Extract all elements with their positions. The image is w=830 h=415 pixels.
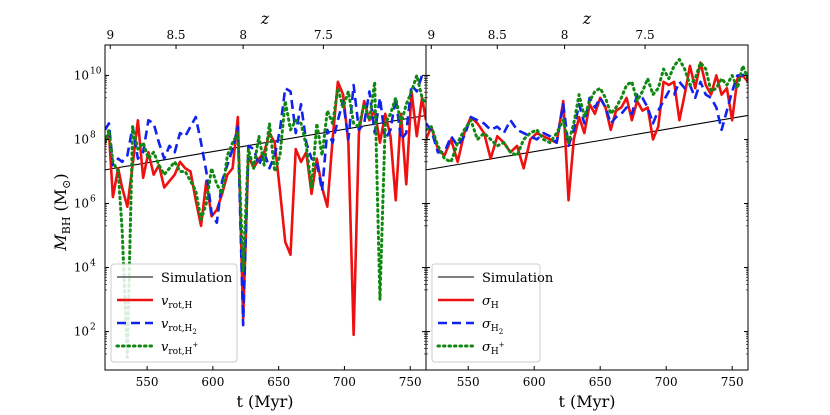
panel-left-legend: Simulation vrot,H vrot,H2 vrot,H+: [110, 263, 238, 363]
panel-right-axes: 550 600 650 700 750 9 8.5 8 7.5: [426, 28, 748, 389]
x-tick-label: 550: [457, 375, 480, 389]
x-tick-label: 700: [333, 375, 356, 389]
legend-label: σH2: [482, 317, 503, 336]
y-axis-label-main: M: [51, 234, 70, 252]
y-tick-label-exponent: 10: [90, 66, 102, 76]
legend-box: [431, 263, 541, 363]
legend-label: vrot,H+: [161, 340, 198, 357]
panel-right-legend: Simulation σH σH2 σH+: [431, 263, 554, 363]
y-tick-label-exponent: 6: [90, 194, 96, 204]
top-tick-label: 8.5: [488, 28, 507, 42]
top-tick-label: 9: [427, 28, 435, 42]
series-line-simulation: [426, 114, 748, 171]
x-tick-label: 600: [523, 375, 546, 389]
legend-label: vrot,H: [161, 294, 193, 311]
y-tick-label: 10: [74, 325, 89, 339]
y-axis-label: MBH (M⊙): [51, 173, 73, 251]
series-line-v-rot-h-: [105, 73, 426, 359]
y-tick-label-exponent: 4: [90, 259, 96, 269]
top-tick-label: 7.5: [636, 28, 655, 42]
panel-right-series-group: [426, 57, 748, 202]
panel-left-top-axis-label: z: [260, 9, 270, 28]
top-tick-label: 9: [106, 28, 114, 42]
legend-label: σH+: [482, 340, 505, 357]
panel-right-x-axis-label: t (Myr): [558, 392, 615, 411]
y-tick-label: 10: [74, 196, 89, 210]
y-axis-label-unit-close: ): [51, 173, 70, 179]
panel-left-series-group: [105, 73, 426, 359]
series-line-v-rot-h: [105, 80, 426, 337]
svg-text:MBH(M⊙): MBH (M⊙): [51, 173, 73, 251]
y-axis-label-sub: BH: [60, 217, 73, 235]
legend-label: Simulation: [482, 271, 554, 286]
x-tick-label: 650: [589, 375, 612, 389]
top-tick-label: 7.5: [314, 28, 333, 42]
top-tick-label: 8.5: [166, 28, 185, 42]
y-tick-label-exponent: 8: [90, 130, 96, 140]
y-axis-label-unit: (M: [51, 189, 70, 212]
y-tick-label: 10: [74, 132, 89, 146]
y-tick-label: 10: [74, 68, 89, 82]
panel-right-frame: [425, 44, 749, 371]
x-tick-label: 550: [136, 375, 159, 389]
y-axis-label-unit-sub: ⊙: [60, 180, 73, 189]
legend-label: Simulation: [161, 271, 233, 286]
x-tick-label: 650: [267, 375, 290, 389]
legend-box: [110, 263, 238, 363]
panel-right-top-axis-label: z: [582, 9, 592, 28]
legend-label: σH: [482, 294, 499, 311]
legend-label: vrot,H2: [161, 317, 197, 336]
series-line-sigma-h-: [426, 57, 748, 164]
y-tick-label-exponent: 2: [90, 323, 96, 333]
x-tick-label: 600: [201, 375, 224, 389]
top-tick-label: 8: [561, 28, 569, 42]
x-tick-label: 700: [655, 375, 678, 389]
x-tick-label: 750: [721, 375, 744, 389]
y-tick-label: 10: [74, 261, 89, 275]
top-tick-label: 8: [239, 28, 247, 42]
series-line-v-rot-h2: [105, 74, 426, 327]
x-tick-label: 750: [399, 375, 422, 389]
panel-right: 550 600 650 700 750 9 8.5 8 7.5 z t (Myr) Simula…: [425, 9, 749, 411]
series-line-sigma-h2: [426, 71, 748, 154]
panel-left-x-axis-label: t (Myr): [236, 392, 293, 411]
